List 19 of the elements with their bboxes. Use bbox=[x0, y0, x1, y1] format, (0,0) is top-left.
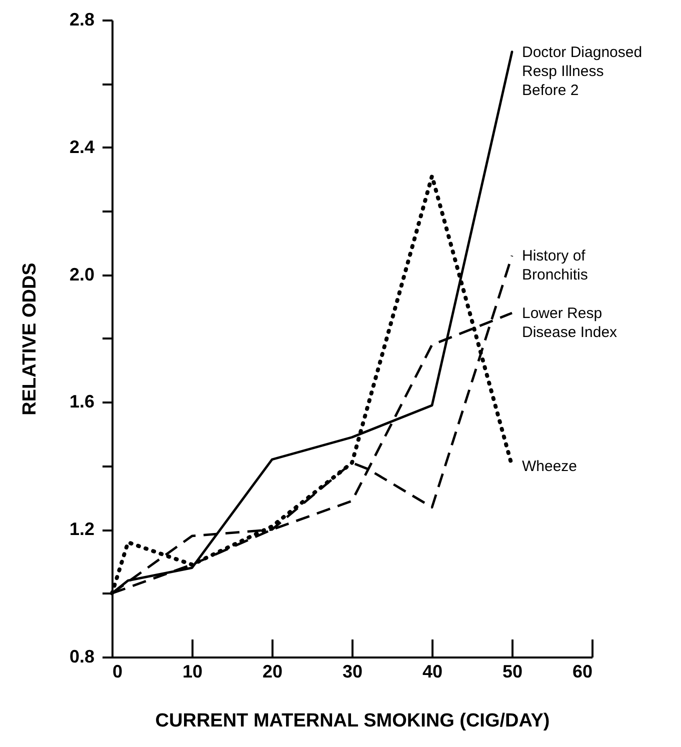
y-tick-label: 0.8 bbox=[69, 646, 94, 666]
x-tick-label: 60 bbox=[572, 662, 592, 682]
x-tick-label: 30 bbox=[342, 662, 363, 682]
x-axis-title: CURRENT MATERNAL SMOKING (CIG/DAY) bbox=[155, 710, 550, 732]
x-tick-label: 0 bbox=[112, 662, 123, 682]
series-label: Doctor Diagnosed Resp Illness Before 2 bbox=[522, 44, 642, 99]
y-tick-label: 1.2 bbox=[69, 519, 94, 540]
series-label: Lower Resp Disease Index bbox=[522, 305, 618, 342]
y-axis-title: RELATIVE ODDS bbox=[19, 262, 40, 416]
y-tick-label: 1.6 bbox=[69, 392, 94, 412]
y-tick-label: 2.0 bbox=[69, 264, 94, 284]
y-tick-label: 2.8 bbox=[69, 10, 94, 30]
x-tick-label: 10 bbox=[182, 662, 203, 682]
x-tick-label: 40 bbox=[422, 662, 443, 682]
series-label: Wheeze bbox=[522, 458, 578, 475]
y-tick-label: 2.4 bbox=[69, 136, 94, 157]
x-tick-label: 50 bbox=[502, 662, 523, 682]
x-tick-label: 20 bbox=[262, 662, 283, 682]
series-label: History of Bronchitis bbox=[522, 248, 588, 284]
